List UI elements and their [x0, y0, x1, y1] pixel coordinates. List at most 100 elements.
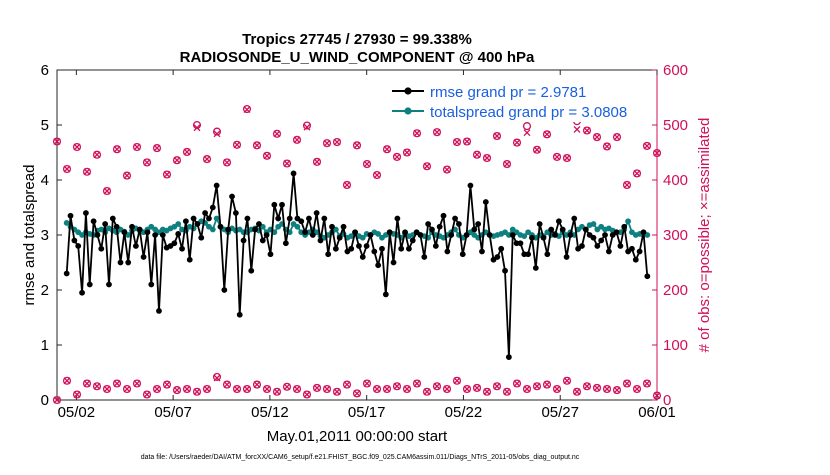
rmse-point [640, 229, 647, 236]
obs-count-low-assimilated-marker [423, 388, 431, 396]
obs-count-assimilated-marker [643, 142, 651, 150]
obs-count-assimilated-marker [483, 154, 491, 162]
obs-count-assimilated-marker [283, 160, 291, 167]
obs-count-low-possible-marker [182, 384, 192, 394]
rmse-point [517, 240, 524, 247]
rmse-point [279, 201, 285, 208]
rmse-point [379, 245, 385, 252]
legend-box [386, 80, 648, 122]
rmse-point [467, 182, 474, 189]
y-axis-left-label: rmse and totalspread [21, 165, 38, 306]
rmse-point [275, 215, 282, 222]
obs-count-low-possible-marker [222, 380, 232, 389]
rmse-point [629, 245, 635, 252]
obs-count-possible-marker [532, 145, 542, 154]
rmse-point [463, 232, 470, 238]
obs-count-low-assimilated-marker [433, 382, 441, 390]
obs-count-assimilated-marker [413, 129, 421, 137]
obs-count-low-assimilated-marker [73, 391, 81, 398]
obs-count-low-possible-marker [282, 382, 292, 391]
obs-count-low-possible-marker [172, 386, 182, 395]
obs-count-assimilated-marker [393, 153, 401, 161]
obs-count-low-assimilated-marker [193, 388, 201, 396]
rmse-point [198, 234, 205, 241]
rmse-point [109, 215, 116, 222]
obs-count-low-assimilated-marker [463, 385, 471, 393]
rmse-point [321, 215, 328, 222]
obs-count-low-assimilated-marker [303, 391, 311, 398]
obs-count-low-assimilated-marker [183, 385, 191, 393]
obs-count-low-assimilated-marker [573, 388, 581, 396]
rmse-point [144, 229, 151, 236]
y-right-tick-label: 500 [663, 117, 688, 134]
y-right-tick-label: 200 [663, 282, 688, 299]
obs-count-low-assimilated-marker [333, 388, 341, 396]
y-left-tick-label: 6 [41, 62, 49, 79]
rmse-point [175, 231, 182, 237]
obs-count-possible-marker [392, 152, 402, 161]
rmse-point [613, 229, 620, 236]
obs-count-possible-marker [272, 129, 282, 138]
rmse-point [571, 215, 578, 222]
data-file-footer: data file: /Users/raeder/DAI/ATM_forcXX/… [141, 454, 580, 461]
rmse-point [352, 229, 358, 236]
rmse-point [494, 254, 501, 260]
rmse-point [375, 262, 382, 269]
x-tick-label: 05/12 [251, 404, 289, 421]
rmse-point [182, 218, 189, 225]
rmse-point [217, 223, 224, 230]
obs-count-assimilated-marker [103, 187, 111, 195]
rmse-point [67, 212, 74, 219]
rmse-point [448, 232, 455, 238]
obs-count-low-assimilated-marker [633, 385, 641, 393]
obs-count-low-possible-marker [332, 387, 342, 396]
rmse-point [456, 221, 462, 227]
obs-count-possible-marker [112, 145, 122, 154]
obs-count-low-assimilated-marker [413, 380, 421, 387]
rmse-point [598, 237, 605, 244]
obs-count-possible-marker [172, 156, 182, 165]
obs-count-low-possible-marker [122, 384, 132, 394]
rmse-point [213, 182, 220, 189]
rmse-point [125, 259, 132, 266]
obs-count-low-possible-marker [212, 372, 222, 381]
obs-count-low-possible-marker [342, 380, 352, 389]
rmse-point [436, 223, 443, 230]
obs-count-low-possible-marker [422, 387, 432, 396]
obs-count-assimilated-marker [153, 144, 161, 152]
rmse-point [382, 291, 389, 298]
obs-count-low-assimilated-marker [653, 392, 661, 400]
obs-count-low-assimilated-marker [243, 385, 251, 393]
obs-count-low-possible-marker [432, 382, 442, 391]
obs-count-possible-marker [622, 180, 632, 190]
rmse-point [317, 237, 324, 244]
rmse-point [356, 243, 362, 249]
obs-count-assimilated-marker [323, 139, 331, 147]
rmse-point [432, 243, 439, 249]
obs-count-low-possible-marker [92, 382, 102, 391]
obs-count-possible-marker [472, 150, 482, 159]
rmse-point [63, 270, 70, 277]
rmse-point [186, 256, 193, 263]
obs-count-low-assimilated-marker [83, 380, 91, 387]
rmse-point [471, 226, 478, 233]
obs-count-low-assimilated-marker [453, 377, 461, 385]
y-left-tick-label: 2 [41, 282, 49, 299]
rmse-point [286, 215, 293, 222]
rmse-point [206, 215, 212, 222]
obs-count-low-possible-marker [542, 380, 552, 389]
obs-count-possible-marker [132, 142, 142, 152]
obs-count-possible-marker [232, 140, 242, 149]
obs-count-possible-marker [542, 130, 552, 139]
rmse-point [348, 245, 355, 252]
rmse-point [444, 248, 451, 255]
obs-count-assimilated-marker [223, 158, 231, 166]
obs-count-low-possible-marker [292, 384, 302, 394]
legend-rmse-marker [404, 87, 412, 95]
rmse-point [621, 223, 628, 230]
obs-count-assimilated-marker [233, 141, 241, 149]
rmse-point [325, 251, 332, 258]
rmse-point [329, 223, 335, 230]
rmse-point [582, 226, 589, 233]
